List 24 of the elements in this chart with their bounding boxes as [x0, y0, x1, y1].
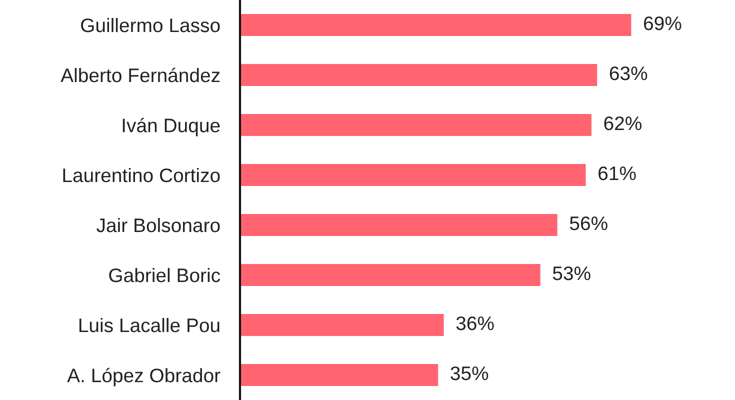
bar — [240, 212, 559, 238]
y-tick-label: Alberto Fernández — [60, 68, 220, 82]
bar — [240, 312, 446, 338]
y-tick-label: Luis Lacalle Pou — [79, 318, 220, 332]
bar — [240, 262, 542, 288]
bar — [240, 62, 599, 88]
bar — [240, 112, 593, 138]
bar — [240, 162, 588, 188]
data-label: 36% — [456, 316, 494, 330]
y-tick-label: Jair Bolsonaro — [96, 218, 220, 232]
y-tick-label: Gabriel Boric — [109, 268, 220, 282]
y-tick-label: Laurentino Cortizo — [63, 168, 220, 182]
data-label: 35% — [450, 366, 488, 380]
y-tick-label: Iván Duque — [122, 118, 220, 136]
data-label: 69% — [644, 16, 682, 30]
data-label: 63% — [610, 66, 648, 80]
y-tick-label: A. López Obrador — [67, 368, 220, 386]
data-label: 53% — [552, 266, 590, 280]
y-tick-label: Guillermo Lasso — [81, 18, 220, 32]
data-label: 56% — [570, 216, 608, 230]
bar — [240, 12, 633, 38]
bar — [240, 362, 440, 388]
data-label: 61% — [598, 166, 636, 180]
data-label: 62% — [604, 116, 642, 130]
